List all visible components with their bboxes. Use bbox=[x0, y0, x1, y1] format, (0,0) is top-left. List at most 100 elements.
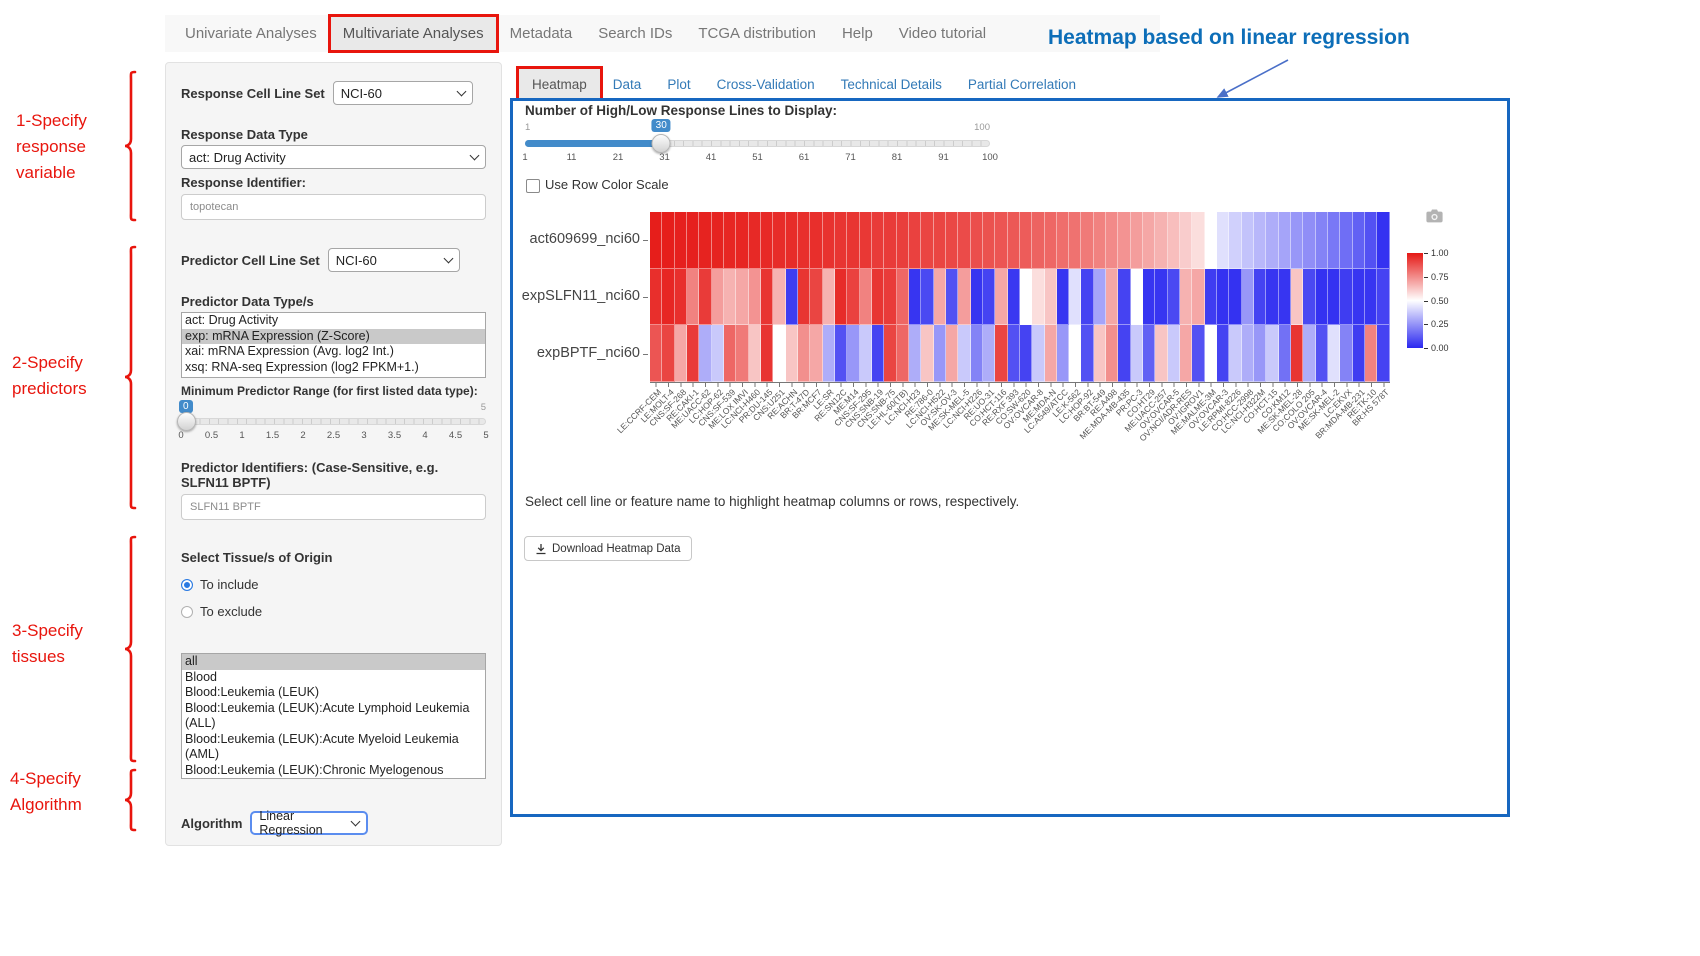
heatmap-cell[interactable] bbox=[736, 325, 748, 382]
heatmap-cell[interactable] bbox=[810, 325, 822, 382]
heatmap-cell[interactable] bbox=[1168, 269, 1180, 326]
heatmap-cell[interactable] bbox=[1377, 269, 1389, 326]
heatmap-cell[interactable] bbox=[1328, 212, 1340, 269]
heatmap-cell[interactable] bbox=[823, 325, 835, 382]
heatmap-cell[interactable] bbox=[971, 212, 983, 269]
heatmap-cell[interactable] bbox=[1094, 269, 1106, 326]
heatmap-cell[interactable] bbox=[958, 212, 970, 269]
heatmap-cell[interactable] bbox=[687, 325, 699, 382]
heatmap-cell[interactable] bbox=[1069, 212, 1081, 269]
heatmap-cell[interactable] bbox=[1291, 269, 1303, 326]
option-xai-mrna-expression-avg-log2-int[interactable]: xai: mRNA Expression (Avg. log2 Int.) bbox=[182, 344, 485, 360]
heatmap-cell[interactable] bbox=[934, 269, 946, 326]
response-identifier-input[interactable] bbox=[181, 194, 486, 220]
heatmap-cell[interactable] bbox=[798, 269, 810, 326]
heatmap-cell[interactable] bbox=[1118, 269, 1130, 326]
heatmap-cell[interactable] bbox=[1353, 269, 1365, 326]
heatmap-cell[interactable] bbox=[1081, 212, 1093, 269]
heatmap-cell[interactable] bbox=[650, 269, 662, 326]
heatmap-cell[interactable] bbox=[860, 269, 872, 326]
heatmap-cell[interactable] bbox=[1303, 325, 1315, 382]
heatmap-cell[interactable] bbox=[1279, 325, 1291, 382]
heatmap-cell[interactable] bbox=[1205, 212, 1217, 269]
heatmap-cell[interactable] bbox=[1168, 325, 1180, 382]
heatmap-cell[interactable] bbox=[823, 269, 835, 326]
heatmap-cell[interactable] bbox=[1131, 325, 1143, 382]
heatmap-cell[interactable] bbox=[810, 212, 822, 269]
heatmap-cell[interactable] bbox=[1353, 212, 1365, 269]
heatmap-cell[interactable] bbox=[1081, 325, 1093, 382]
heatmap-cell[interactable] bbox=[675, 269, 687, 326]
heatmap-cell[interactable] bbox=[1217, 269, 1229, 326]
radio-to-exclude[interactable] bbox=[181, 606, 193, 618]
heatmap-cell[interactable] bbox=[1365, 212, 1377, 269]
heatmap-cell[interactable] bbox=[773, 269, 785, 326]
heatmap-cell[interactable] bbox=[995, 212, 1007, 269]
option-all[interactable]: all bbox=[182, 654, 485, 670]
heatmap-cell[interactable] bbox=[1057, 325, 1069, 382]
heatmap-cell[interactable] bbox=[1303, 269, 1315, 326]
heatmap-cell[interactable] bbox=[786, 269, 798, 326]
heatmap-cell[interactable] bbox=[983, 269, 995, 326]
tab-heatmap[interactable]: Heatmap bbox=[519, 69, 600, 100]
heatmap-cell[interactable] bbox=[712, 269, 724, 326]
heatmap-cell[interactable] bbox=[934, 325, 946, 382]
heatmap-cell[interactable] bbox=[1131, 269, 1143, 326]
nav-item-search-ids[interactable]: Search IDs bbox=[586, 17, 684, 50]
predictor-identifiers-input[interactable] bbox=[181, 494, 486, 520]
heatmap-cell[interactable] bbox=[958, 325, 970, 382]
nav-item-help[interactable]: Help bbox=[830, 17, 885, 50]
response-data-type-select[interactable]: act: Drug Activity bbox=[181, 145, 486, 169]
response-cell-line-set-select[interactable]: NCI-60 bbox=[333, 81, 473, 105]
heatmap-cell[interactable] bbox=[884, 325, 896, 382]
heatmap-cell[interactable] bbox=[1094, 212, 1106, 269]
heatmap-cell[interactable] bbox=[897, 212, 909, 269]
heatmap-cell[interactable] bbox=[662, 269, 674, 326]
heatmap-cell[interactable] bbox=[1229, 212, 1241, 269]
heatmap-cell[interactable] bbox=[823, 212, 835, 269]
heatmap-cell[interactable] bbox=[786, 325, 798, 382]
heatmap-cell[interactable] bbox=[712, 325, 724, 382]
heatmap-row-label[interactable]: expSLFN11_nci60 bbox=[452, 288, 640, 304]
heatmap-cell[interactable] bbox=[946, 269, 958, 326]
heatmap-cell[interactable] bbox=[1106, 325, 1118, 382]
heatmap-cell[interactable] bbox=[1316, 325, 1328, 382]
heatmap-cell[interactable] bbox=[736, 269, 748, 326]
option-act-drug-activity[interactable]: act: Drug Activity bbox=[182, 313, 485, 329]
tab-plot[interactable]: Plot bbox=[654, 69, 703, 100]
heatmap-cell[interactable] bbox=[872, 269, 884, 326]
heatmap-cell[interactable] bbox=[1032, 212, 1044, 269]
heatmap-cell[interactable] bbox=[1131, 212, 1143, 269]
radio-to-include[interactable] bbox=[181, 579, 193, 591]
heatmap-cell[interactable] bbox=[1180, 269, 1192, 326]
heatmap-cell[interactable] bbox=[1192, 325, 1204, 382]
predictor-cell-line-set-select[interactable]: NCI-60 bbox=[328, 248, 460, 272]
heatmap-cell[interactable] bbox=[749, 212, 761, 269]
heatmap-cell[interactable] bbox=[1340, 212, 1352, 269]
heatmap-cell[interactable] bbox=[1106, 212, 1118, 269]
heatmap-cell[interactable] bbox=[687, 212, 699, 269]
heatmap-cell[interactable] bbox=[884, 212, 896, 269]
heatmap-cell[interactable] bbox=[1143, 269, 1155, 326]
heatmap-cell[interactable] bbox=[872, 212, 884, 269]
tab-partial-correlation[interactable]: Partial Correlation bbox=[955, 69, 1089, 100]
heatmap-cell[interactable] bbox=[1266, 269, 1278, 326]
heatmap-cell[interactable] bbox=[835, 212, 847, 269]
heatmap-cell[interactable] bbox=[909, 212, 921, 269]
heatmap-cell[interactable] bbox=[884, 269, 896, 326]
heatmap-cell[interactable] bbox=[1155, 325, 1167, 382]
heatmap-cell[interactable] bbox=[847, 212, 859, 269]
heatmap-cell[interactable] bbox=[897, 325, 909, 382]
heatmap-cell[interactable] bbox=[1118, 212, 1130, 269]
heatmap-cell[interactable] bbox=[675, 325, 687, 382]
heatmap-cell[interactable] bbox=[1057, 269, 1069, 326]
heatmap-cell[interactable] bbox=[1143, 212, 1155, 269]
heatmap-cell[interactable] bbox=[1180, 325, 1192, 382]
heatmap-cell[interactable] bbox=[971, 269, 983, 326]
tab-technical-details[interactable]: Technical Details bbox=[828, 69, 955, 100]
heatmap-cell[interactable] bbox=[1205, 269, 1217, 326]
nav-item-multivariate-analyses[interactable]: Multivariate Analyses bbox=[331, 17, 496, 50]
heatmap-cell[interactable] bbox=[995, 325, 1007, 382]
heatmap-cell[interactable] bbox=[761, 212, 773, 269]
heatmap-cell[interactable] bbox=[1229, 325, 1241, 382]
